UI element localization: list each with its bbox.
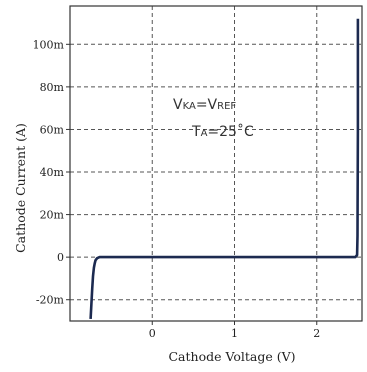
y-axis-title: Cathode Current (A) [13, 123, 28, 253]
plot-border [69, 5, 363, 322]
y-tick-label: 80m [40, 81, 65, 94]
y-tick-label: 60m [40, 123, 65, 136]
grid [70, 6, 362, 321]
y-tick-labels: 100m 80m 60m 40m 20m 0 -20m [33, 38, 65, 306]
x-axis-title: Cathode Voltage (V) [168, 349, 295, 364]
series-line [89, 18, 360, 319]
y-tick-label: 100m [33, 38, 65, 51]
y-tick-label: 0 [57, 251, 64, 264]
x-tick-label: 0 [149, 327, 156, 340]
y-tick-label: -20m [36, 294, 65, 307]
x-tick-labels: 0 1 2 [149, 327, 321, 340]
y-tick-label: 20m [40, 209, 65, 222]
y-tick-label: 40m [40, 166, 65, 179]
x-tick-label: 2 [313, 327, 320, 340]
series-layer [89, 18, 360, 319]
annotation-ta: TA=25˚C [191, 123, 254, 140]
x-tick-label: 1 [231, 327, 238, 340]
annotation-vka-vref: VKA=VREF [173, 97, 236, 113]
plot-frame [66, 5, 363, 325]
